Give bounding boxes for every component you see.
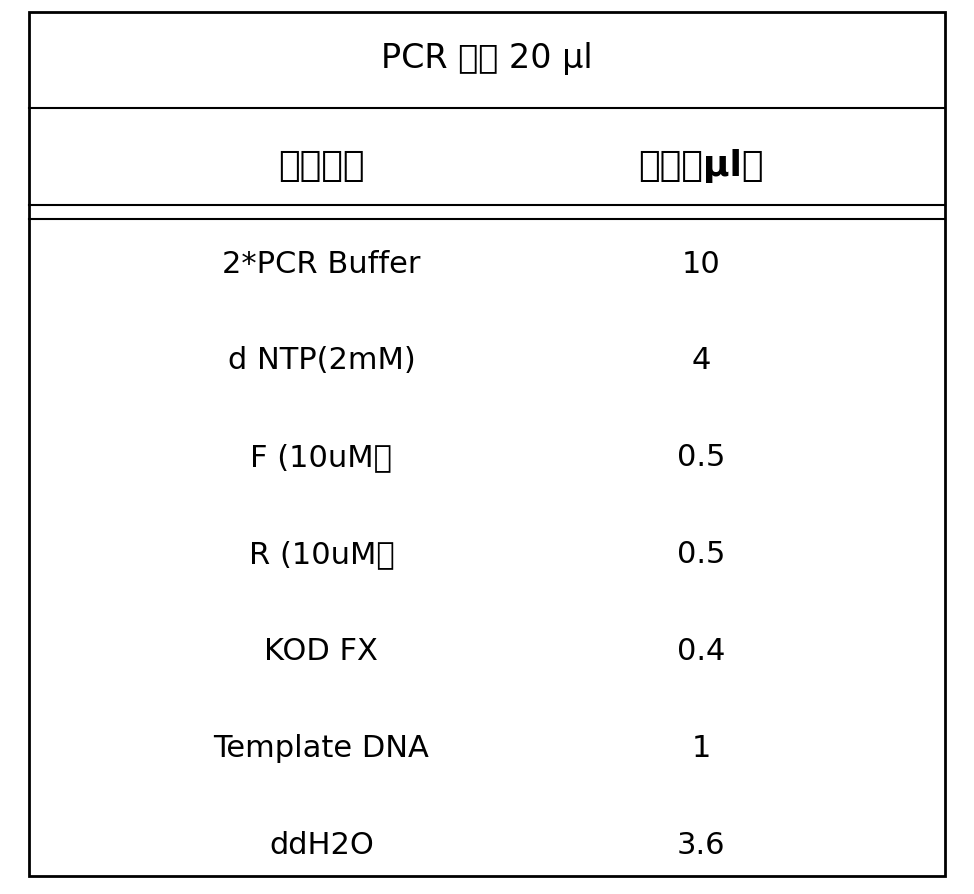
- Text: 0.5: 0.5: [677, 540, 726, 569]
- Text: KOD FX: KOD FX: [265, 637, 378, 666]
- Text: Template DNA: Template DNA: [213, 733, 430, 763]
- Text: 4: 4: [692, 346, 711, 375]
- Text: 10: 10: [682, 249, 721, 278]
- Text: d NTP(2mM): d NTP(2mM): [228, 346, 415, 375]
- Text: 3.6: 3.6: [677, 831, 726, 859]
- Text: PCR 体系 20 μl: PCR 体系 20 μl: [381, 42, 593, 74]
- Text: 2*PCR Buffer: 2*PCR Buffer: [222, 249, 421, 278]
- Text: 用量（μl）: 用量（μl）: [639, 148, 764, 182]
- Text: R (10uM）: R (10uM）: [248, 540, 394, 569]
- Text: 0.4: 0.4: [677, 637, 726, 666]
- Text: 1: 1: [692, 733, 711, 763]
- Text: ddH2O: ddH2O: [269, 831, 374, 859]
- Text: 0.5: 0.5: [677, 443, 726, 472]
- Text: 试剂名称: 试剂名称: [279, 148, 364, 182]
- Text: F (10uM）: F (10uM）: [250, 443, 393, 472]
